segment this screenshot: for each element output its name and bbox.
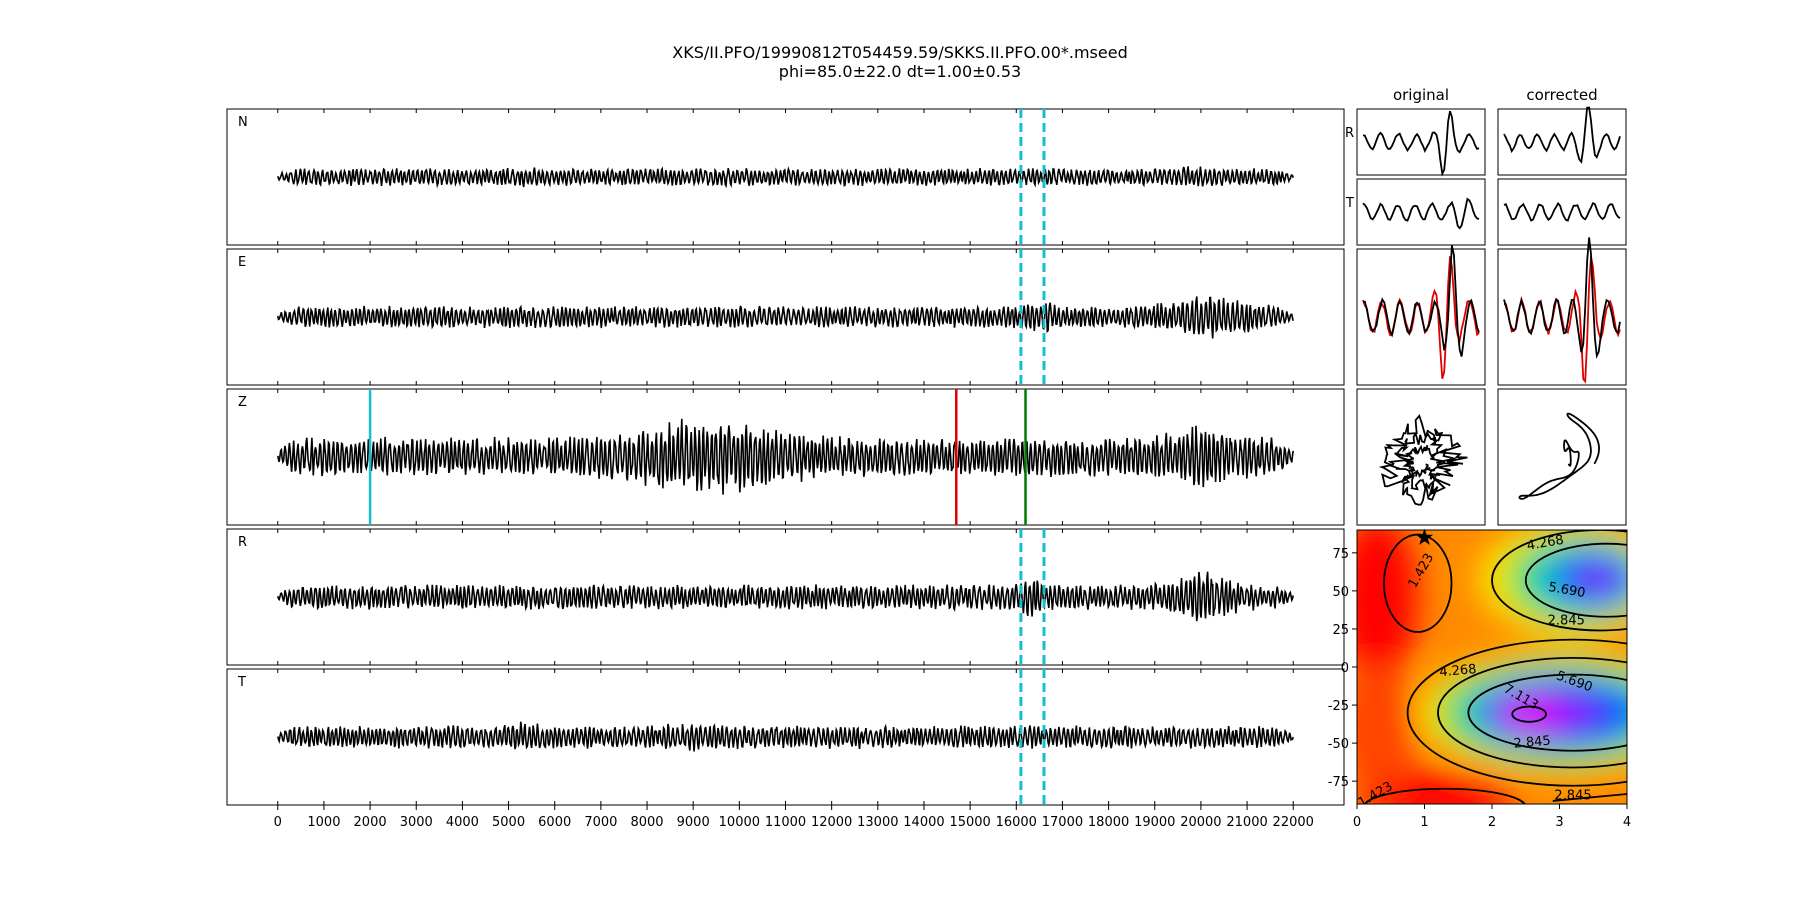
x-tick-label: 2000	[354, 815, 387, 830]
grid-color-blob	[1357, 667, 1418, 789]
trace-waveform-N	[277, 166, 1294, 189]
trace-label-R: R	[238, 535, 247, 550]
contour-line	[1524, 542, 1627, 618]
particle-motion-loop	[1518, 412, 1600, 500]
trace-waveform-R	[277, 571, 1294, 622]
x-tick-label: 10000	[719, 815, 760, 830]
contour-label: 5.690	[1547, 580, 1586, 601]
contour-line	[1363, 787, 1526, 804]
x-tick-label: 5000	[492, 815, 525, 830]
grid-x-tick-label: 1	[1420, 815, 1428, 830]
trace-waveform-E	[277, 296, 1294, 339]
x-tick-label: 4000	[446, 815, 479, 830]
grid-color-blob	[1576, 561, 1624, 596]
trace-label-Z: Z	[238, 395, 247, 410]
contour-label: 2.845	[1513, 734, 1551, 752]
grid-y-tick-label: -50	[1328, 737, 1349, 752]
grid-color-blobs	[1357, 530, 1627, 804]
figure-title-line2: phi=85.0±22.0 dt=1.00±0.53	[778, 62, 1022, 81]
column-title-corrected: corrected	[1526, 86, 1597, 104]
x-tick-label: 20000	[1180, 815, 1221, 830]
x-tick-label: 14000	[903, 815, 944, 830]
row-label-R: R	[1345, 126, 1354, 141]
grid-x-tick-label: 4	[1623, 815, 1631, 830]
grid-x-tick-label: 2	[1488, 815, 1496, 830]
contour-line	[1437, 656, 1627, 769]
x-tick-label: 18000	[1088, 815, 1129, 830]
contour-label: 2.845	[1548, 613, 1585, 628]
column-title-original: original	[1393, 86, 1449, 104]
x-tick-label: 6000	[538, 815, 571, 830]
grid-y-tick-label: 75	[1332, 547, 1349, 562]
particle-panel	[1497, 388, 1627, 526]
x-tick-label: 3000	[400, 815, 433, 830]
figure-title-line1: XKS/II.PFO/19990812T054459.59/SKKS.II.PF…	[672, 43, 1128, 62]
x-tick-label: 19000	[1134, 815, 1175, 830]
contour-line	[1406, 638, 1627, 787]
particle-panel	[1356, 108, 1486, 176]
particle-panel	[1356, 388, 1486, 526]
contour-line	[1491, 530, 1627, 632]
x-tick-label: 17000	[1042, 815, 1083, 830]
particle-waveform	[1362, 245, 1480, 357]
x-tick-label: 16000	[996, 815, 1037, 830]
x-tick-label: 12000	[811, 815, 852, 830]
x-tick-label: 11000	[765, 815, 806, 830]
particle-panel	[1497, 108, 1627, 176]
trace-label-E: E	[238, 255, 246, 270]
grid-y-tick-label: -25	[1328, 699, 1349, 714]
best-fit-star-icon	[1415, 528, 1434, 545]
grid-y-tick-label: 50	[1332, 585, 1349, 600]
x-tick-label: 9000	[677, 815, 710, 830]
particle-waveform	[1503, 106, 1621, 164]
particle-motion-loop	[1378, 413, 1468, 506]
particle-waveform	[1503, 237, 1621, 360]
x-tick-label: 13000	[857, 815, 898, 830]
trace-label-T: T	[237, 675, 246, 690]
particle-panel	[1497, 248, 1627, 386]
x-tick-label: 21000	[1226, 815, 1267, 830]
grid-x-tick-label: 3	[1555, 815, 1563, 830]
trace-label-N: N	[238, 115, 248, 130]
contour-line	[1552, 793, 1627, 802]
x-tick-label: 15000	[949, 815, 990, 830]
particle-panel	[1356, 178, 1486, 246]
contour-label: 4.268	[1526, 533, 1565, 554]
particle-waveform	[1503, 201, 1621, 222]
contour-label: 4.268	[1439, 662, 1477, 680]
trace-waveform-T	[277, 721, 1294, 752]
particle-waveform	[1362, 110, 1480, 177]
x-tick-label: 1000	[307, 815, 340, 830]
x-tick-label: 8000	[630, 815, 663, 830]
x-tick-label: 0	[274, 815, 282, 830]
grid-y-tick-label: 25	[1332, 623, 1349, 638]
x-tick-label: 22000	[1273, 815, 1314, 830]
contour-line	[1511, 705, 1547, 723]
contour-line	[1383, 533, 1453, 633]
trace-waveform-Z	[277, 418, 1294, 495]
particle-panel	[1356, 248, 1486, 386]
x-tick-label: 7000	[584, 815, 617, 830]
particle-panel	[1497, 178, 1627, 246]
contour-label: 2.845	[1554, 788, 1591, 803]
grid-x-tick-label: 0	[1353, 815, 1361, 830]
grid-y-tick-label: 0	[1341, 661, 1349, 676]
contour-line	[1467, 673, 1627, 752]
row-label-T: T	[1345, 196, 1354, 211]
grid-y-tick-label: -75	[1328, 775, 1349, 790]
particle-waveform	[1362, 197, 1480, 230]
